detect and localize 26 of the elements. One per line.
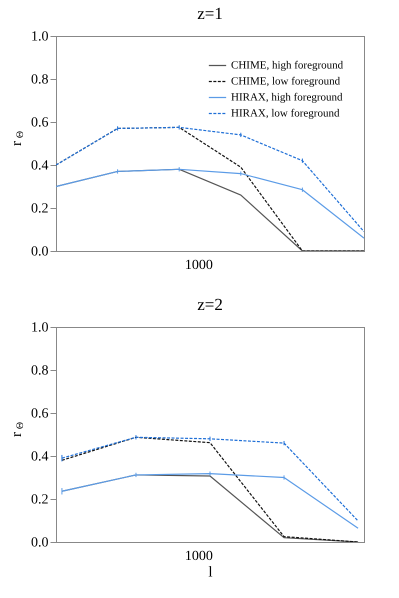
y-tick-label: 0.8	[31, 72, 48, 88]
y-tick-label: 1.0	[31, 30, 48, 44]
legend-label: HIRAX, low foreground	[231, 108, 340, 120]
legend-label: HIRAX, high foreground	[231, 92, 344, 104]
line-series	[61, 436, 359, 522]
y-tick-label: 0.6	[31, 406, 48, 422]
y-tick-label: 0.2	[31, 202, 48, 216]
text: 1000	[184, 258, 213, 273]
x-axis-title: l	[208, 564, 213, 580]
line-series	[61, 436, 359, 542]
y-tick-label: 0.0	[31, 244, 48, 260]
chart-title: z=2	[197, 295, 223, 314]
y-tick-label: 0.6	[31, 116, 48, 130]
legend-label: CHIME, low foreground	[231, 76, 341, 88]
y-tick-label: 0.0	[31, 536, 48, 550]
y-tick-label: 0.4	[31, 450, 48, 464]
y-tick-label: 0.4	[31, 158, 48, 174]
y-tick-label: 0.8	[31, 364, 48, 378]
text: 1000	[184, 549, 213, 564]
y-tick-label: 0.2	[31, 492, 48, 508]
y-axis-title: rΘ	[9, 130, 26, 146]
y-tick-label: 1.0	[31, 320, 48, 336]
line-series	[61, 473, 359, 529]
y-axis-title: rΘ	[9, 422, 26, 437]
chart-title: z=1	[197, 4, 223, 23]
legend-label: CHIME, high foreground	[231, 60, 344, 72]
